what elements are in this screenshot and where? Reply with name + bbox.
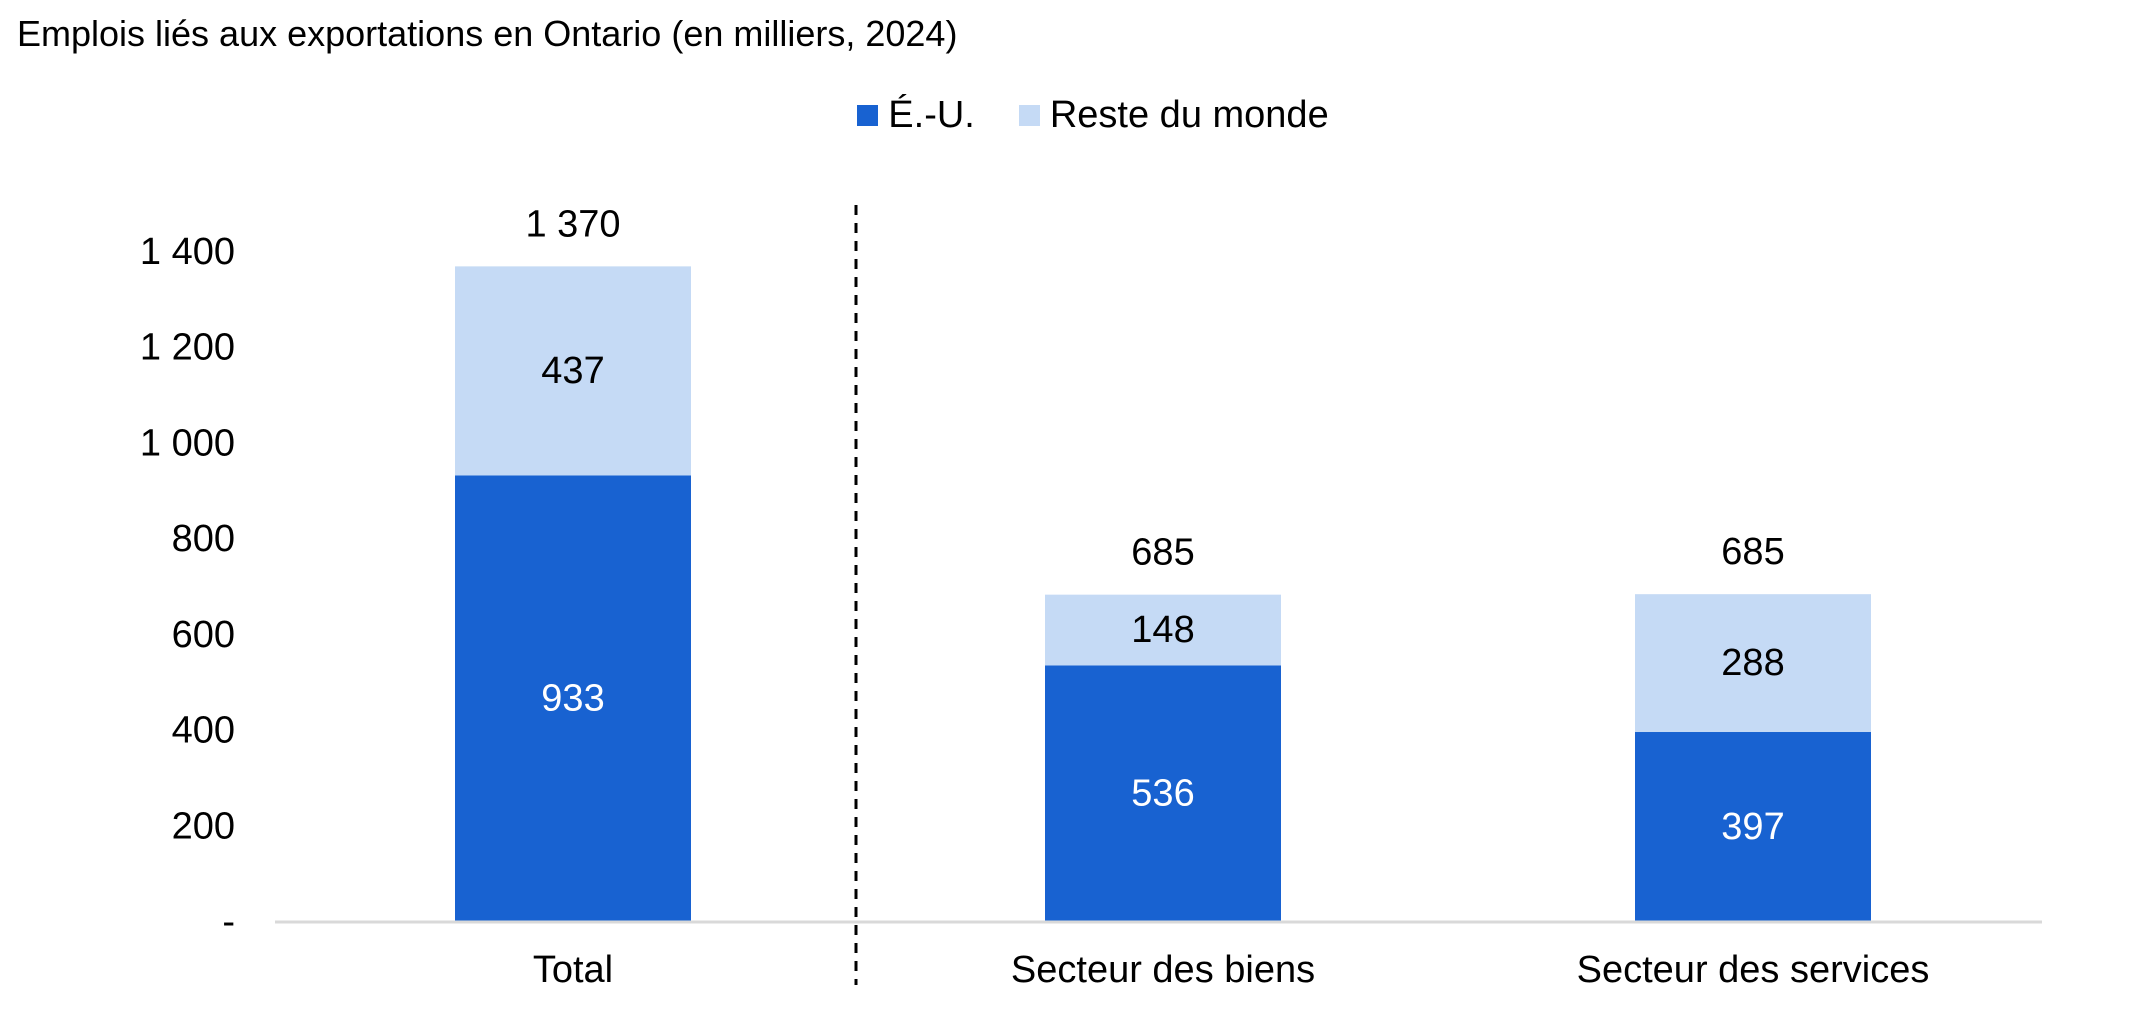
legend-swatch-us	[857, 105, 879, 126]
y-tick-label: 1 400	[140, 231, 235, 273]
x-tick-label: Secteur des biens	[1011, 949, 1315, 991]
legend-label-rest-of-world: Reste du monde	[1049, 94, 1329, 136]
y-tick-label: 200	[172, 805, 235, 847]
x-tick-label: Secteur des services	[1577, 949, 1930, 991]
y-tick-label: -	[222, 901, 235, 943]
data-label: 288	[1721, 642, 1784, 684]
bar-segment	[455, 266, 691, 476]
legend-swatch-rest-of-world	[1018, 105, 1040, 126]
bar-segment	[1635, 732, 1871, 922]
data-label: 536	[1131, 773, 1194, 815]
data-label: 437	[541, 350, 604, 392]
legend-label-us: É.-U.	[888, 94, 975, 136]
y-tick-label: 800	[172, 518, 235, 560]
total-label: 685	[1131, 532, 1194, 574]
chart-title: Emplois liés aux exportations en Ontario…	[17, 13, 958, 54]
y-tick-label: 1 200	[140, 327, 235, 369]
bar-segment	[455, 475, 691, 922]
y-tick-label: 1 000	[140, 422, 235, 464]
legend-item-rest-of-world: Reste du monde	[1018, 94, 1329, 137]
bar-segment	[1635, 594, 1871, 733]
bar-segment	[1045, 594, 1281, 666]
y-tick-label: 600	[172, 614, 235, 656]
bar-segment	[1045, 665, 1281, 922]
total-label: 685	[1721, 531, 1784, 573]
total-label: 1 370	[525, 203, 620, 245]
y-tick-label: 400	[172, 710, 235, 752]
legend-item-us: É.-U.	[857, 94, 975, 137]
legend: É.-U. Reste du monde	[0, 94, 2156, 137]
data-label: 933	[541, 678, 604, 720]
data-label: 397	[1721, 806, 1784, 848]
data-label: 148	[1131, 609, 1194, 651]
x-tick-label: Total	[533, 949, 613, 991]
